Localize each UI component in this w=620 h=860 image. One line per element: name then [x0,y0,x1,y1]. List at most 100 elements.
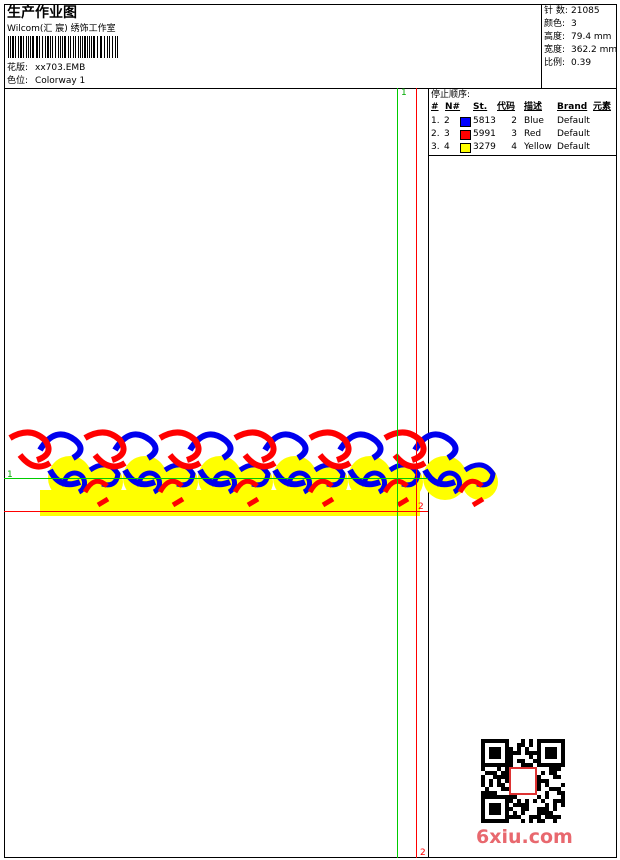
bar [30,36,31,58]
qr-cell [537,811,541,815]
qr-cell [557,739,561,743]
qr-cell [489,751,493,755]
qr-cell [529,819,533,823]
title: 生产作业图 [7,5,77,21]
qr-cell [513,803,517,807]
bar [104,36,105,58]
bar [73,36,74,58]
qr-cell [497,775,501,779]
qr-cell [553,803,557,807]
bar [60,36,61,58]
qr-cell [517,803,521,807]
qr-cell [489,807,493,811]
table-cell: Yellow [524,142,552,152]
qr-cell [553,771,557,775]
qr-cell [489,755,493,759]
qr-cell [553,751,557,755]
qr-cell [561,759,565,763]
qr-cell [509,807,513,811]
qr-cell [497,819,501,823]
bar [8,36,9,58]
qr-cell [497,807,501,811]
qr-cell [549,739,553,743]
qr-cell [541,771,545,775]
qr-cell [561,803,565,807]
qr-cell [493,807,497,811]
bar [100,36,102,58]
qr-cell [481,743,485,747]
qr-cell [541,779,545,783]
bar [20,36,22,58]
qr-cell [549,755,553,759]
qr-cell [481,779,485,783]
qr-cell [557,787,561,791]
qr-cell [513,811,517,815]
qr-cell [493,763,497,767]
qr-cell [561,795,565,799]
bar [109,36,110,58]
red-swirl [307,478,335,508]
qr-cell [481,819,485,823]
qr-cell [549,747,553,751]
qr-cell [517,799,521,803]
qr-cell [545,811,549,815]
qr-cell [529,739,533,743]
qr-cell [553,819,557,823]
blue-swirl [287,462,346,495]
qr-cell [489,771,493,775]
qr-cell [561,791,565,795]
qr-cell [505,775,509,779]
qr-logo [509,767,537,795]
qr-cell [513,751,517,755]
bar [117,36,118,58]
info-label: 针 数: [544,6,568,16]
qr-cell [545,795,549,799]
qr-cell [481,767,485,771]
bar [68,36,69,58]
qr-cell [505,795,509,799]
qr-cell [521,811,525,815]
table-cell: 4 [444,142,450,152]
qr-cell [481,763,485,767]
qr-cell [485,791,489,795]
bar [26,36,27,58]
qr-cell [509,755,513,759]
qr-cell [481,783,485,787]
qr-cell [549,787,553,791]
qr-cell [493,771,497,775]
info-label: 宽度: [544,45,566,55]
qr-cell [509,759,513,763]
qr-cell [497,779,501,783]
info-label: 高度: [544,32,566,42]
qr-cell [489,811,493,815]
qr-cell [497,783,501,787]
qr-cell [537,787,541,791]
design-value: xx703.EMB [35,63,86,73]
design-label: 花版: [7,63,29,73]
bar [78,36,79,58]
qr-cell [549,763,553,767]
qr-cell [521,803,525,807]
red-swirl [158,429,202,470]
qr-cell [521,759,525,763]
qr-cell [549,815,553,819]
bar [58,36,59,58]
qr-cell [517,759,521,763]
qr-cell [485,819,489,823]
table-cell: 4 [511,142,517,152]
guide-label: 1 [401,88,407,98]
qr-cell [553,807,557,811]
qr-cell [541,811,545,815]
qr-cell [549,767,553,771]
qr-cell [489,763,493,767]
red-swirl [382,478,410,508]
color-swatch [460,130,471,140]
qr-cell [481,811,485,815]
qr-cell [537,795,541,799]
info-label: 比例: [544,58,566,68]
qr-cell [501,795,505,799]
qr-cell [481,759,485,763]
bar [62,36,63,58]
qr-cell [489,783,493,787]
qr-cell [493,747,497,751]
